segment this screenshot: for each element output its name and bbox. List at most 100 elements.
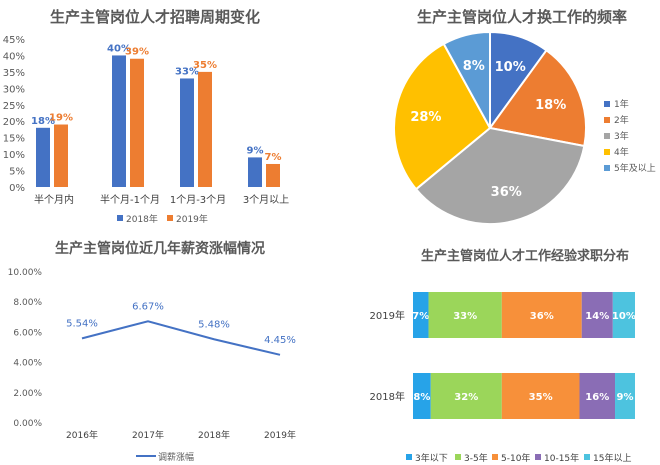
legend-swatch	[604, 101, 610, 107]
legend-label: 15年以上	[593, 452, 631, 464]
legend-swatch	[535, 454, 541, 460]
y-tick-label: 8.00%	[13, 298, 42, 308]
x-tick-label: 3个月以上	[243, 194, 289, 206]
x-tick-label: 2017年	[132, 429, 164, 441]
legend-swatch	[406, 454, 412, 460]
x-tick-label: 1个月-3个月	[170, 194, 226, 206]
legend-swatch	[604, 165, 610, 171]
y-tick-label: 6.00%	[13, 328, 42, 338]
bar-2019年-半个月-1个月	[130, 58, 144, 187]
legend-swatch	[117, 215, 123, 221]
y-tick-label: 45%	[3, 35, 25, 46]
y-tick-label: 0.00%	[13, 419, 42, 429]
legend-swatch	[455, 454, 461, 460]
legend-swatch	[492, 454, 498, 460]
bar-segment-15年以上-2018年	[615, 373, 635, 419]
legend-label: 4年	[614, 146, 629, 158]
bar-segment-3-5年-2019年	[428, 292, 502, 338]
data-label: 19%	[49, 113, 73, 124]
legend-swatch	[604, 149, 610, 155]
x-tick-label: 2019年	[264, 429, 296, 441]
line-series-调薪涨幅	[81, 320, 281, 356]
legend-swatch	[167, 215, 173, 221]
y-tick-label: 40%	[3, 51, 25, 62]
y-tick-label: 30%	[3, 84, 25, 95]
y-tick-label: 5%	[9, 167, 25, 178]
slice-label: 18%	[535, 98, 566, 113]
slice-label: 28%	[410, 110, 441, 125]
segment-label: 7%	[412, 311, 429, 322]
segment-label: 33%	[453, 311, 477, 322]
data-label: 5.48%	[198, 319, 230, 330]
pie-slice-4年	[393, 42, 492, 191]
y-tick-label: 25%	[3, 101, 25, 112]
chart-title: 生产主管岗位人才招聘周期变化	[50, 8, 260, 26]
x-tick-label: 半个月-1个月	[100, 193, 160, 206]
slice-label: 36%	[491, 185, 522, 200]
bar-segment-10-15年-2018年	[579, 373, 616, 419]
x-tick-label: 2018年	[198, 429, 230, 441]
legend-label: 5-10年	[501, 452, 530, 464]
bar-segment-10-15年-2019年	[581, 292, 613, 338]
pie-slice-3年	[414, 126, 586, 225]
bar-segment-3-5年-2018年	[430, 373, 502, 419]
data-label: 33%	[175, 66, 199, 77]
chart-title: 生产主管岗位近几年薪资涨幅情况	[55, 240, 265, 257]
segment-label: 14%	[585, 311, 609, 322]
category-label: 2019年	[370, 309, 405, 322]
pie-slice-5年及以上	[442, 30, 491, 129]
legend-label: 10-15年	[544, 452, 579, 464]
bar-2018年-1个月-3个月	[180, 78, 194, 187]
bar-2019年-1个月-3个月	[198, 71, 212, 187]
segment-label: 9%	[617, 392, 634, 403]
bar-segment-5-10年-2018年	[501, 373, 580, 419]
segment-label: 10%	[612, 311, 636, 322]
data-label: 4.45%	[264, 335, 296, 346]
data-label: 35%	[193, 60, 217, 71]
y-tick-label: 15%	[3, 134, 25, 145]
bar-2019年-3个月以上	[266, 163, 280, 187]
x-tick-label: 2016年	[66, 429, 98, 441]
legend-label: 5年及以上	[614, 162, 656, 174]
data-label: 5.54%	[66, 318, 98, 329]
data-label: 6.67%	[132, 301, 164, 312]
y-tick-label: 10%	[3, 150, 25, 161]
bar-2018年-3个月以上	[248, 157, 262, 187]
y-tick-label: 4.00%	[13, 359, 42, 369]
legend-swatch	[584, 454, 590, 460]
chart-title: 生产主管岗位人才换工作的频率	[417, 8, 627, 26]
bar-segment-3年以下-2019年	[413, 292, 429, 338]
bar-segment-15年以上-2019年	[612, 292, 635, 338]
bar-2019年-半个月内	[54, 124, 68, 187]
legend-label: 2018年	[126, 213, 158, 225]
x-tick-label: 半个月内	[34, 193, 74, 206]
segment-label: 16%	[585, 392, 609, 403]
y-tick-label: 35%	[3, 68, 25, 79]
legend-label: 2年	[614, 114, 629, 126]
slice-label: 8%	[463, 59, 485, 74]
data-label: 39%	[125, 47, 149, 58]
data-label: 9%	[247, 145, 264, 156]
legend-swatch	[604, 133, 610, 139]
bar-2018年-半个月内	[36, 127, 50, 187]
pie-slice-2年	[488, 48, 587, 148]
legend-label: 调薪涨幅	[158, 451, 194, 463]
category-label: 2018年	[370, 390, 405, 403]
legend-label: 3年以下	[415, 452, 448, 464]
y-tick-label: 2.00%	[13, 389, 42, 399]
legend-label: 3-5年	[464, 452, 488, 464]
segment-label: 35%	[529, 392, 553, 403]
chart-title: 生产主管岗位人才工作经验求职分布	[421, 248, 629, 264]
legend-label: 1年	[614, 98, 629, 110]
legend-label: 2019年	[176, 213, 208, 225]
legend-label: 3年	[614, 130, 629, 142]
slice-label: 10%	[495, 60, 526, 75]
y-tick-label: 0%	[9, 183, 25, 194]
bar-2018年-半个月-1个月	[112, 55, 126, 187]
bar-segment-3年以下-2018年	[413, 373, 431, 419]
y-tick-label: 10.00%	[8, 268, 43, 278]
y-tick-label: 20%	[3, 117, 25, 128]
segment-label: 36%	[530, 311, 554, 322]
